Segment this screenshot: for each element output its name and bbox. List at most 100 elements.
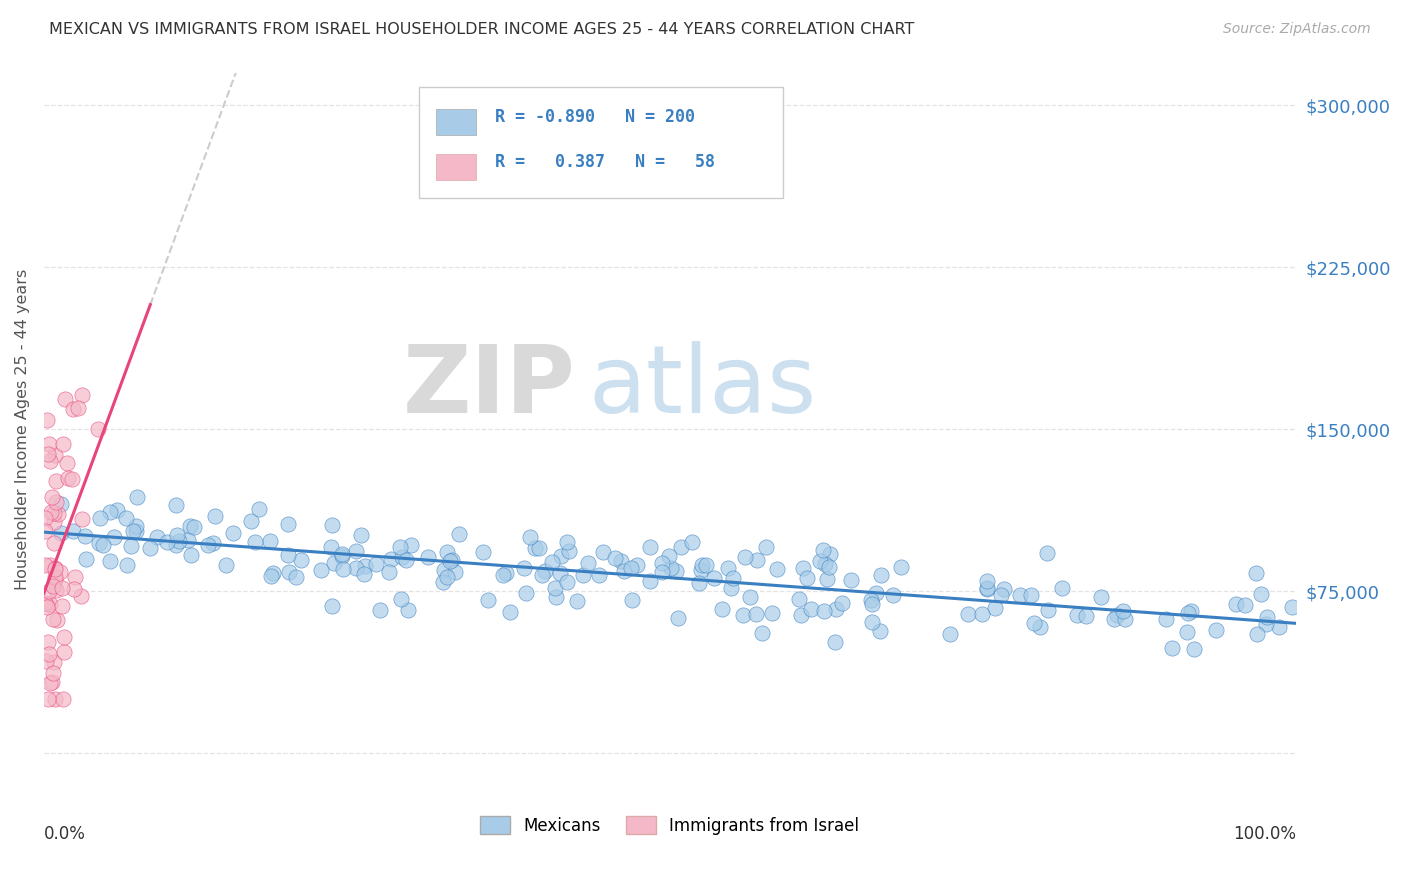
Point: [755, 540, 778, 554]
Point: [89, 511, 111, 525]
Point: [432, 574, 454, 589]
Point: [169, 533, 191, 548]
Point: [52, 692, 75, 706]
Point: [72, 512, 94, 526]
Point: [44, 448, 66, 462]
Point: [665, 564, 688, 578]
Point: [222, 526, 245, 541]
Point: [285, 570, 308, 584]
Text: R = -0.890   N = 200: R = -0.890 N = 200: [495, 108, 695, 126]
Point: [789, 608, 811, 623]
Point: [87, 536, 110, 550]
Point: [610, 553, 633, 567]
Point: [890, 559, 912, 574]
Point: [139, 541, 162, 555]
Point: [247, 502, 270, 516]
Point: [353, 558, 375, 573]
Point: [105, 503, 128, 517]
Point: [1254, 617, 1277, 632]
Point: [44, 475, 66, 489]
Point: [815, 573, 838, 587]
Point: [39, 558, 62, 573]
Point: [638, 540, 661, 554]
Point: [86, 422, 108, 436]
Point: [42, 665, 65, 680]
Point: [277, 516, 299, 531]
Point: [378, 566, 401, 580]
Point: [177, 533, 200, 547]
Point: [38, 583, 60, 598]
Point: [983, 601, 1005, 615]
Point: [277, 565, 299, 579]
Point: [859, 592, 882, 607]
Point: [695, 558, 717, 572]
Point: [368, 602, 391, 616]
Point: [1105, 607, 1128, 622]
Point: [1250, 587, 1272, 601]
Point: [34, 558, 56, 572]
Point: [45, 495, 67, 509]
Point: [44, 574, 66, 588]
Point: [115, 511, 138, 525]
Point: [817, 560, 839, 574]
Point: [765, 562, 787, 576]
Point: [42, 655, 65, 669]
Point: [515, 586, 537, 600]
Point: [576, 556, 599, 570]
Point: [197, 538, 219, 552]
Point: [548, 566, 571, 581]
Text: 0.0%: 0.0%: [44, 825, 86, 843]
Point: [882, 588, 904, 602]
Point: [41, 490, 63, 504]
Point: [309, 563, 332, 577]
Point: [243, 535, 266, 549]
Point: [72, 388, 94, 402]
Point: [436, 545, 458, 559]
Point: [1244, 566, 1267, 581]
Point: [37, 598, 59, 612]
Point: [690, 558, 713, 573]
Point: [638, 574, 661, 588]
Point: [1022, 615, 1045, 630]
Point: [717, 561, 740, 575]
Point: [319, 540, 342, 554]
Point: [870, 568, 893, 582]
Point: [747, 553, 769, 567]
Point: [492, 568, 515, 582]
Point: [239, 514, 262, 528]
Point: [1028, 620, 1050, 634]
Point: [350, 528, 373, 542]
Point: [682, 535, 704, 549]
Point: [825, 602, 848, 616]
Point: [122, 524, 145, 538]
Point: [34, 510, 56, 524]
Point: [60, 472, 83, 486]
Point: [166, 528, 188, 542]
Point: [441, 553, 464, 567]
Point: [321, 518, 343, 533]
Point: [51, 599, 73, 613]
Point: [73, 529, 96, 543]
Text: 100.0%: 100.0%: [1233, 825, 1296, 843]
Point: [787, 592, 810, 607]
Point: [436, 570, 458, 584]
Point: [862, 597, 884, 611]
Point: [976, 581, 998, 595]
Point: [44, 562, 66, 576]
Point: [353, 566, 375, 581]
FancyBboxPatch shape: [419, 87, 783, 198]
Point: [813, 604, 835, 618]
Point: [721, 571, 744, 585]
Point: [557, 544, 579, 558]
Point: [1035, 546, 1057, 560]
Point: [202, 535, 225, 549]
Point: [180, 548, 202, 562]
Point: [799, 601, 821, 615]
Point: [976, 582, 998, 597]
Point: [330, 547, 353, 561]
Point: [37, 447, 59, 461]
Point: [35, 654, 58, 668]
Point: [52, 630, 75, 644]
Text: Source: ZipAtlas.com: Source: ZipAtlas.com: [1223, 22, 1371, 37]
Point: [396, 603, 419, 617]
